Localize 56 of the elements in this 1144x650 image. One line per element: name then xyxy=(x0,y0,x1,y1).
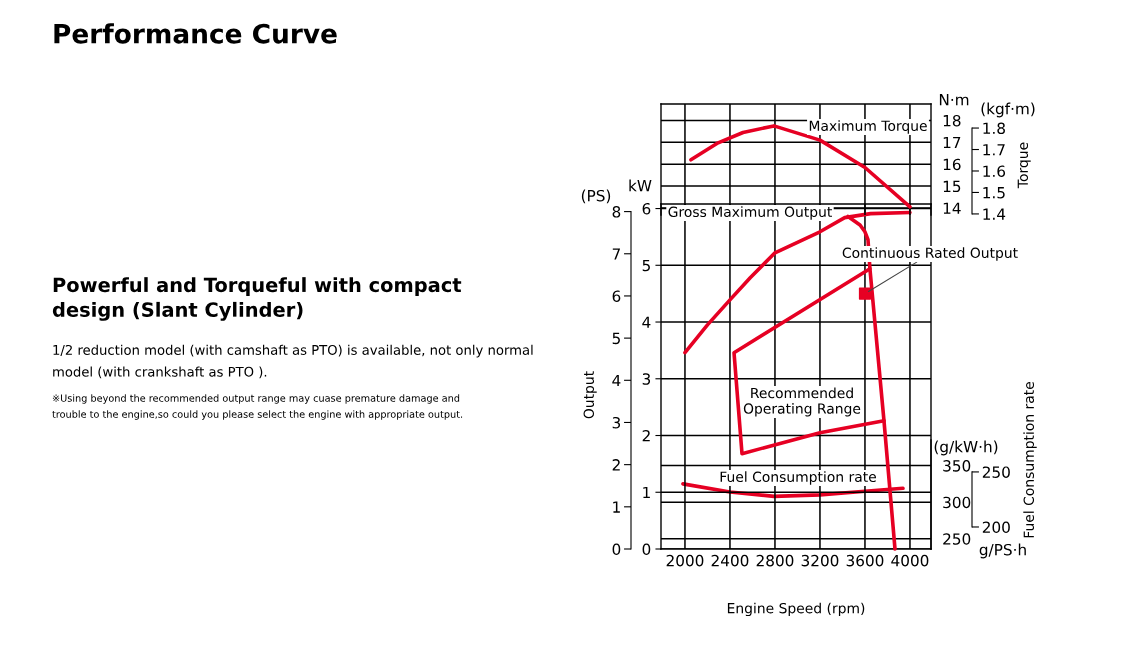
y2-axis-title: (kgf·m) xyxy=(981,102,1035,118)
series-label: Maximum Torque xyxy=(809,120,927,134)
y2-axis-title: g/PS·h xyxy=(979,543,1026,559)
y2-tick-label: 250 xyxy=(982,466,1010,478)
y2-axis-title: (PS) xyxy=(581,189,611,204)
x-tick-label: 2800 xyxy=(756,554,794,567)
y2-tick-label: 6 xyxy=(612,290,621,302)
y2-tick-label: 1.4 xyxy=(983,208,1006,220)
y-tick-label: 250 xyxy=(943,533,971,545)
y-axis-title: (g/kW·h) xyxy=(934,440,998,456)
x-tick-label: 4000 xyxy=(891,554,929,567)
text: ※Using beyond the recommended output range may cuase premature damage and trouble to the engine,so could you please select the engine with appropriate output. xyxy=(52,394,463,420)
text: Performance Curve xyxy=(54,23,337,44)
y2-tick-label: 0 xyxy=(612,543,621,556)
y-tick-label: 2 xyxy=(642,429,650,442)
y-tick-label: 15 xyxy=(943,180,961,193)
y2-tick-label: 1.7 xyxy=(983,144,1005,156)
y-tick-label: 300 xyxy=(943,496,971,509)
y2-tick-label: 5 xyxy=(612,332,620,345)
y-axis-title: kW xyxy=(629,179,652,192)
text: Continuous Rated Output xyxy=(842,247,1018,261)
y-tick-label: 6 xyxy=(642,203,651,215)
y2-tick-label: 7 xyxy=(612,248,620,260)
text: 1/2 reduction model (with camshaft as PTO) is available, not only normal model (with crankshaft as PTO ). xyxy=(53,344,533,379)
y2-tick-label: 2 xyxy=(612,459,620,471)
y2-tick-label: 200 xyxy=(982,521,1010,533)
x-tick-label: 2400 xyxy=(711,554,749,567)
y-axis-title: N·m xyxy=(939,94,969,106)
series-label: Fuel Consumption rate xyxy=(720,471,876,485)
y-tick-label: 18 xyxy=(943,114,961,127)
text: Output xyxy=(583,371,597,419)
y-tick-label: 4 xyxy=(642,316,651,328)
y-tick-label: 3 xyxy=(642,373,651,385)
series-label: Recommended Operating Range xyxy=(743,387,861,417)
y-tick-label: 17 xyxy=(943,136,961,149)
y-tick-label: 0 xyxy=(642,543,651,556)
x-tick-label: 2000 xyxy=(666,554,704,567)
y-tick-label: 14 xyxy=(943,202,961,214)
text: Torque xyxy=(1017,142,1031,189)
y2-tick-label: 4 xyxy=(612,374,621,387)
y-tick-label: 1 xyxy=(643,486,650,499)
y2-tick-label: 3 xyxy=(612,416,621,429)
x-tick-label: 3600 xyxy=(846,554,884,567)
y2-tick-label: 1.6 xyxy=(983,165,1006,178)
text: Fuel Consumption rate xyxy=(1023,382,1037,538)
text: Powerful and Torqueful with compact design (Slant Cylinder) xyxy=(52,277,462,321)
y2-tick-label: 1.5 xyxy=(983,187,1005,199)
y-tick-label: 350 xyxy=(943,460,971,472)
y2-tick-label: 8 xyxy=(612,206,621,218)
y2-tick-label: 1 xyxy=(613,501,620,513)
y-tick-label: 5 xyxy=(642,259,650,272)
x-axis-title: Engine Speed (rpm) xyxy=(727,602,865,617)
series-label: Gross Maximum Output xyxy=(668,206,832,220)
y2-tick-label: 1.8 xyxy=(983,122,1005,135)
x-tick-label: 3200 xyxy=(801,554,839,567)
y-tick-label: 16 xyxy=(943,158,961,171)
